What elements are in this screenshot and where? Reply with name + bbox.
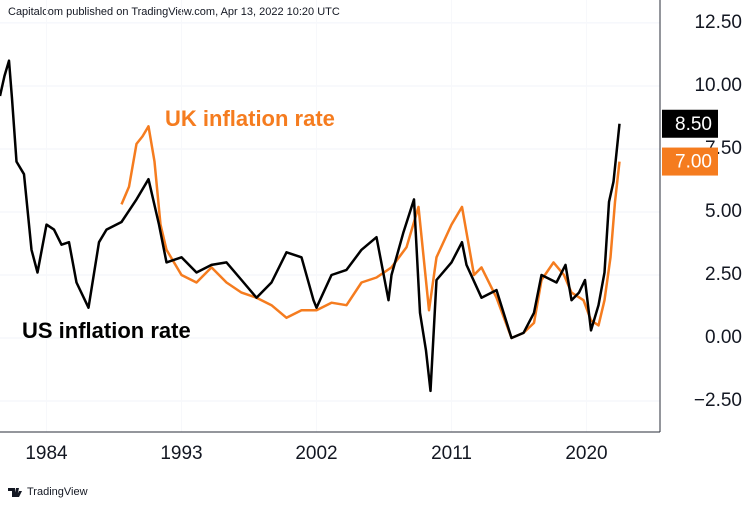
logo: [8, 488, 22, 497]
price-label: 8.50: [675, 114, 712, 135]
x-tick-label: 2011: [431, 443, 472, 464]
y-tick-label: 10.00: [694, 75, 742, 96]
footer: TradingView: [27, 486, 88, 498]
x-tick-label: 1984: [25, 443, 68, 464]
header: Capitalcom published on TradingView.com,…: [8, 6, 340, 18]
x-tick-label: 2002: [295, 443, 337, 464]
y-tick-label: 5.00: [705, 201, 742, 222]
y-tick-label: 12.50: [694, 12, 742, 33]
annotation: US inflation rate: [22, 318, 191, 343]
y-tick-label: 0.00: [705, 327, 742, 348]
price-label: 7.00: [675, 152, 712, 173]
y-tick-label: −2.50: [694, 390, 742, 411]
price-label-box: [662, 147, 718, 176]
x-tick-label: 2020: [565, 443, 607, 464]
y-tick-label: 2.50: [705, 264, 742, 285]
annotation: UK inflation rate: [165, 106, 335, 131]
x-tick-label: 1993: [160, 443, 202, 464]
price-label-box: [662, 109, 718, 138]
series-line: [0, 59, 621, 393]
